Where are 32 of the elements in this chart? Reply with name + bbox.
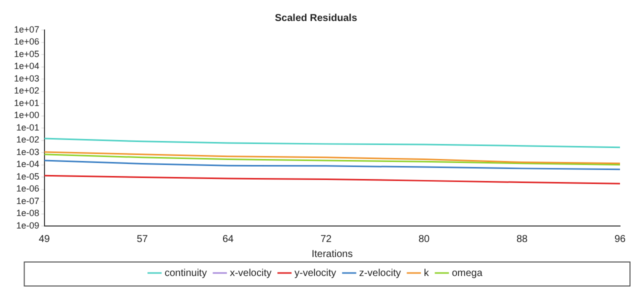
y-tick-label: 1e-08 — [16, 208, 40, 218]
y-tick-label: 1e-05 — [16, 171, 40, 182]
x-tick-label: 72 — [320, 234, 332, 245]
y-tick-label: 1e-03 — [16, 146, 40, 157]
y-tick-label: 1e+01 — [14, 98, 40, 108]
legend-label: z-velocity — [359, 268, 401, 279]
y-tick-label: 1e+05 — [14, 48, 40, 59]
y-tick-label: 1e+00 — [14, 110, 40, 120]
legend-label: y-velocity — [294, 268, 336, 279]
y-tick-label: 1e-09 — [16, 220, 40, 230]
y-tick-label: 1e+02 — [14, 86, 40, 96]
x-axis-title: Iterations — [312, 248, 353, 260]
x-tick-label: 96 — [614, 234, 626, 245]
chart-title: Scaled Residuals — [274, 12, 358, 24]
x-tick-label: 57 — [136, 234, 148, 245]
y-tick-label: 1e+06 — [14, 36, 40, 47]
y-tick-label: 1e+07 — [14, 24, 40, 34]
x-tick-label: 88 — [516, 234, 528, 245]
y-tick-label: 1e-02 — [16, 134, 40, 145]
y-tick-label: 1e-06 — [16, 184, 40, 194]
legend-label: omega — [452, 268, 483, 279]
y-tick-label: 1e-01 — [16, 122, 40, 132]
legend-label: continuity — [164, 268, 207, 279]
y-tick-label: 1e+04 — [14, 61, 40, 72]
x-tick-label: 49 — [38, 234, 50, 245]
y-tick-label: 1e-07 — [16, 196, 40, 206]
x-tick-label: 80 — [418, 234, 430, 245]
legend-label: x-velocity — [230, 268, 272, 279]
y-tick-label: 1e-04 — [16, 159, 40, 170]
x-tick-label: 64 — [222, 234, 234, 245]
y-tick-label: 1e+03 — [14, 73, 40, 84]
legend-label: k — [424, 268, 430, 279]
